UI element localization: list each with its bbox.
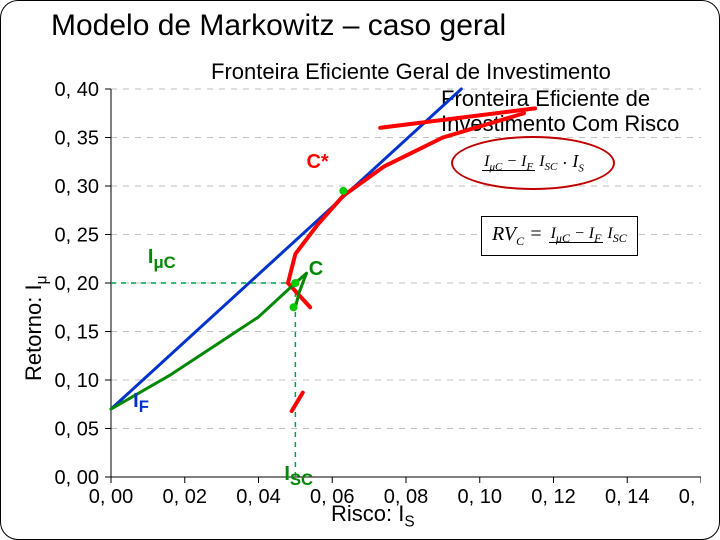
formula-bubble: IμC − IF ISC · IS: [451, 136, 615, 190]
label-ImuC: IμC: [148, 246, 176, 273]
svg-text:0, 00: 0, 00: [89, 486, 133, 508]
svg-text:0, 35: 0, 35: [55, 128, 99, 150]
label-ISC: ISC: [284, 463, 313, 490]
svg-text:0, 16: 0, 16: [679, 486, 701, 508]
y-axis-title: Retorno: Iμ: [21, 276, 51, 381]
svg-text:0, 02: 0, 02: [163, 486, 207, 508]
slide: Modelo de Markowitz – caso geral Frontei…: [0, 0, 720, 540]
svg-text:0, 40: 0, 40: [55, 79, 99, 101]
svg-text:0, 14: 0, 14: [605, 486, 649, 508]
chart-area: 0, 000, 020, 040, 060, 080, 100, 120, 14…: [21, 79, 701, 509]
svg-text:0, 10: 0, 10: [458, 486, 502, 508]
svg-text:0, 10: 0, 10: [55, 370, 99, 392]
svg-text:0, 00: 0, 00: [55, 467, 99, 489]
svg-text:0, 04: 0, 04: [236, 486, 280, 508]
title: Modelo de Markowitz – caso geral: [51, 9, 699, 43]
svg-text:0, 15: 0, 15: [55, 322, 99, 344]
label-Cstar: C*: [306, 151, 328, 174]
label-C: C: [309, 258, 323, 281]
label-IF: IF: [133, 390, 149, 417]
svg-text:0, 12: 0, 12: [531, 486, 575, 508]
svg-text:0, 30: 0, 30: [55, 176, 99, 198]
x-axis-title: Risco: IS: [331, 501, 415, 531]
svg-text:0, 25: 0, 25: [55, 225, 99, 247]
formula-box: RVC = IμC − IF ISC: [481, 216, 638, 256]
svg-text:0, 05: 0, 05: [55, 419, 99, 441]
chart-svg: 0, 000, 020, 040, 060, 080, 100, 120, 14…: [21, 79, 701, 509]
svg-text:0, 20: 0, 20: [55, 273, 99, 295]
